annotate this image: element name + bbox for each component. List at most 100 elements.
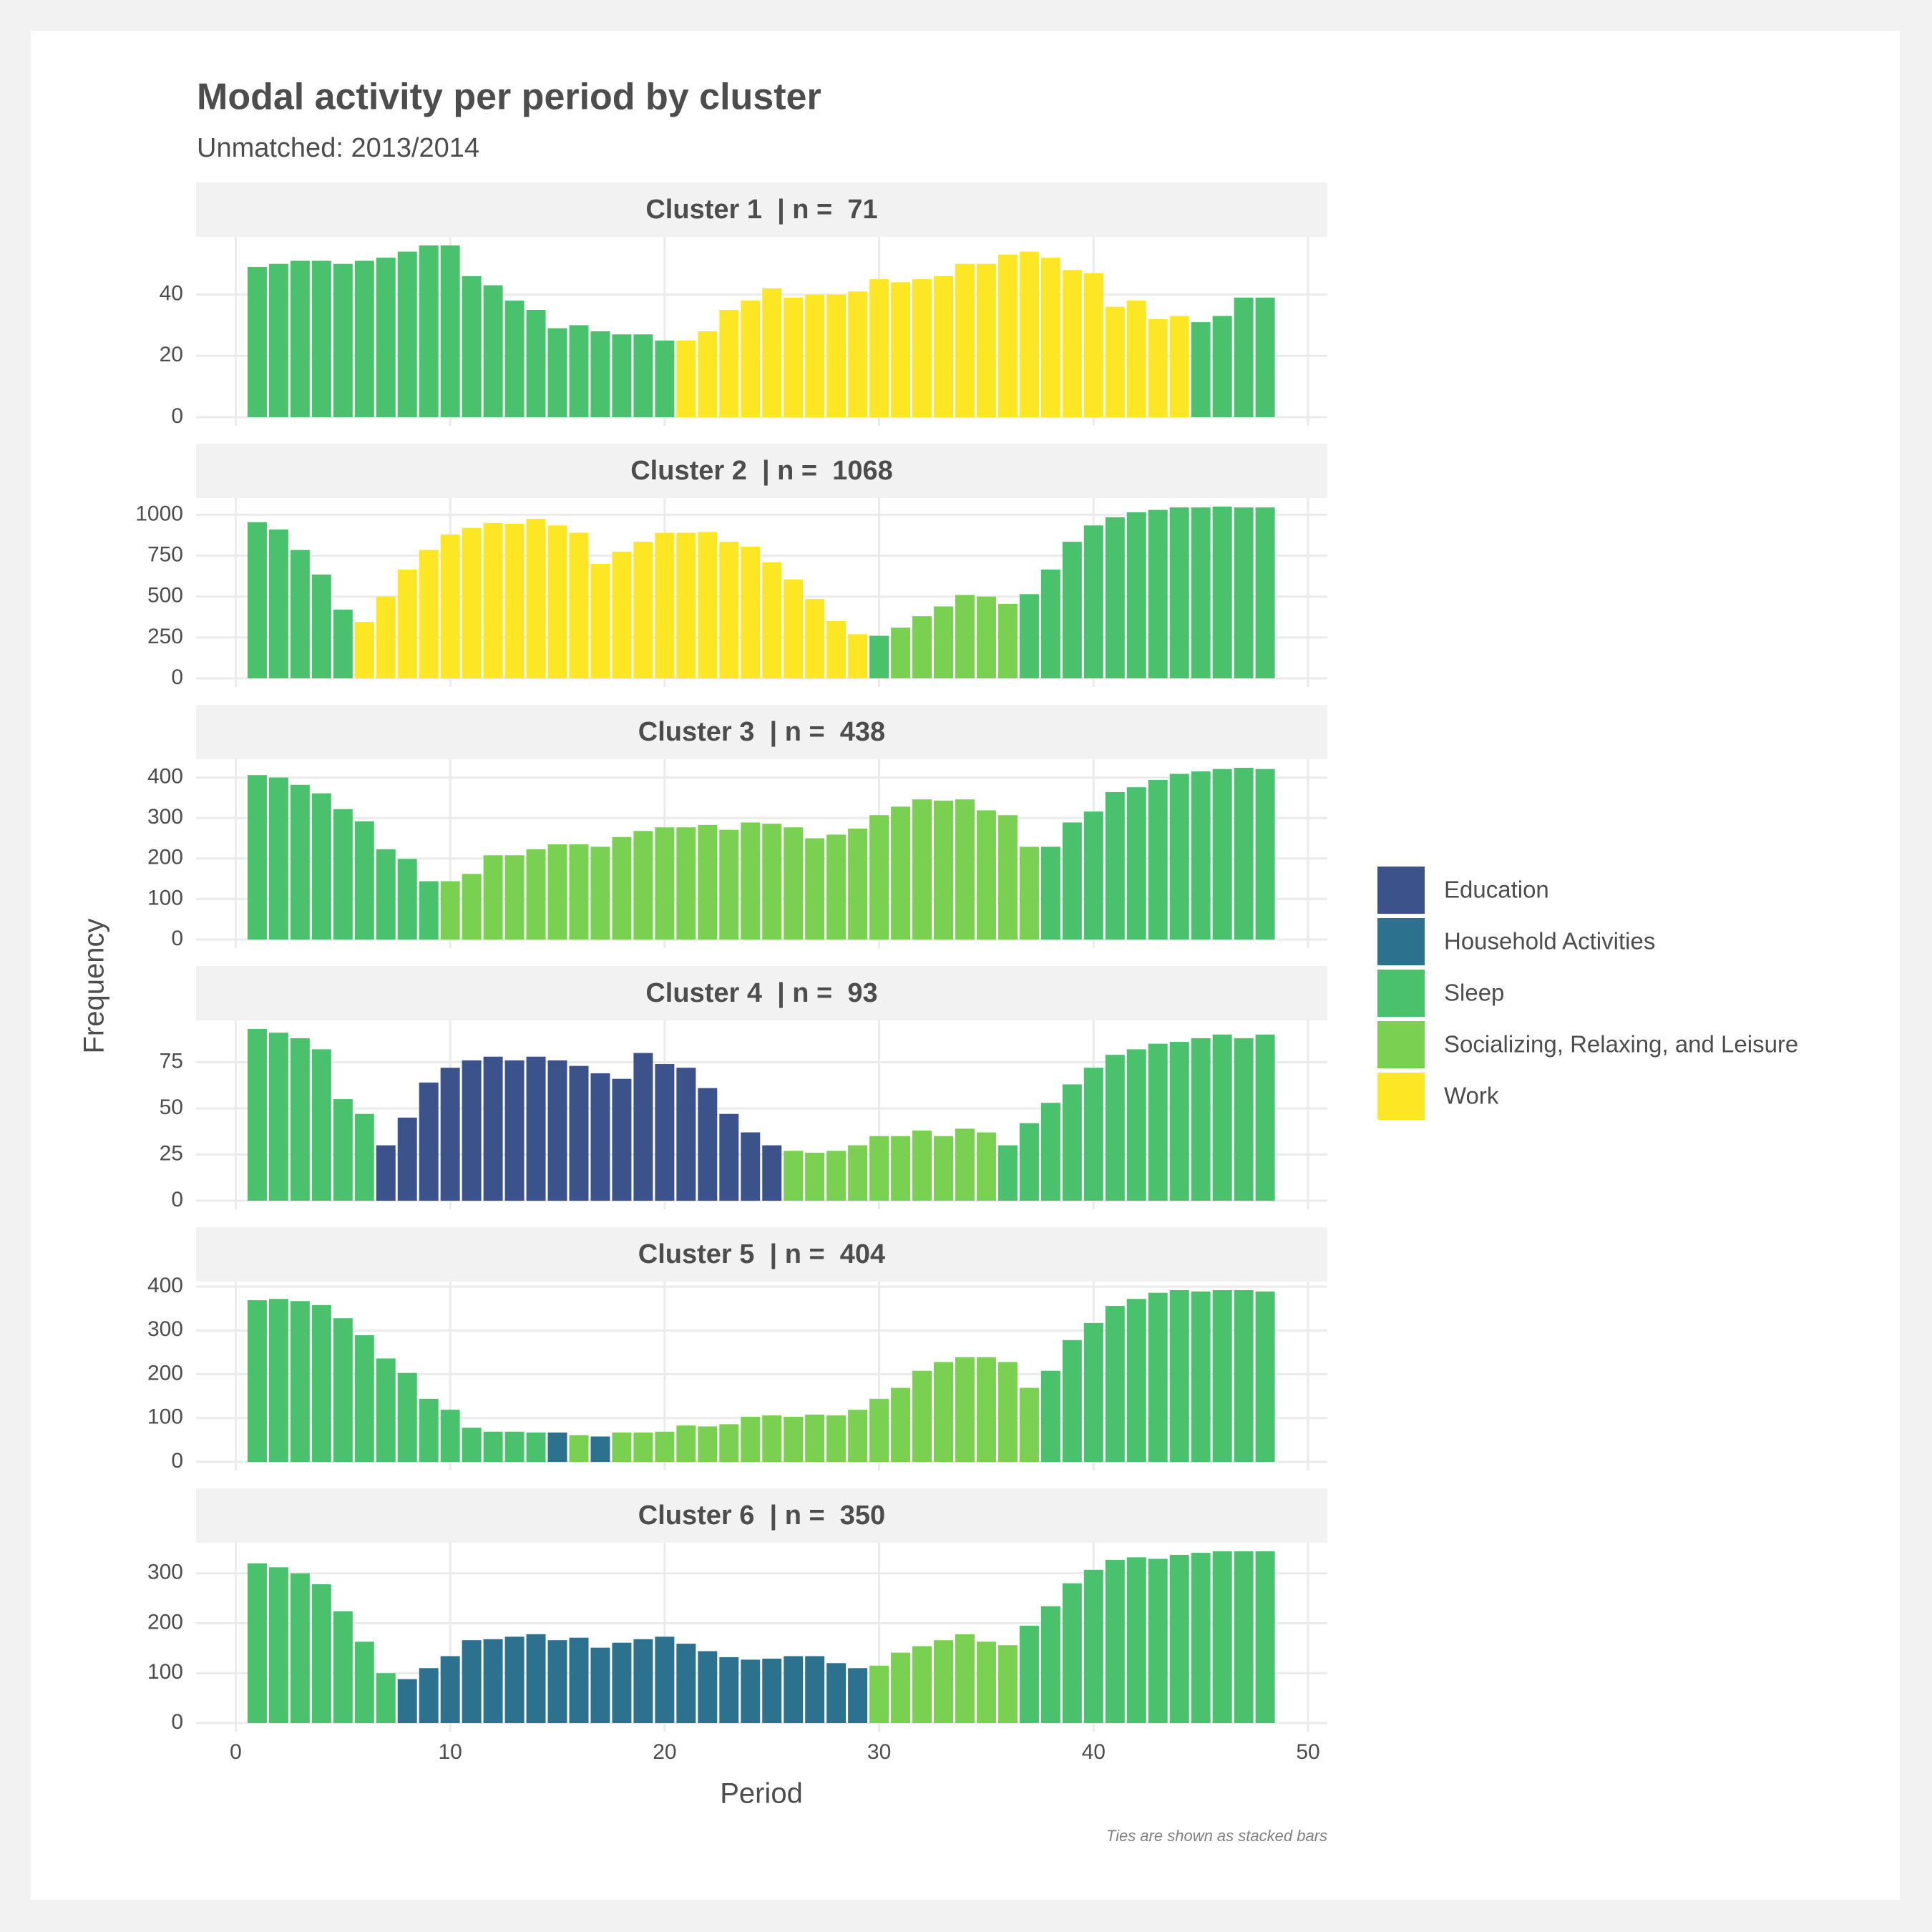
x-tick-label: 50 [1296, 1740, 1319, 1764]
bar [762, 1659, 782, 1723]
bar [440, 1410, 460, 1462]
bar [268, 263, 288, 417]
bar [1191, 771, 1211, 940]
bar [698, 1088, 718, 1201]
bar [1105, 1055, 1125, 1201]
bar [1212, 1034, 1232, 1201]
bar [912, 1646, 932, 1723]
bar [462, 1060, 482, 1201]
bar [419, 881, 439, 940]
bar [547, 328, 567, 417]
bar [1255, 1551, 1275, 1723]
bar [526, 519, 546, 678]
bar [311, 1049, 331, 1201]
bar [1212, 316, 1232, 417]
bar [741, 1132, 761, 1201]
bar [976, 1357, 996, 1462]
y-tick-label: 1000 [135, 502, 183, 525]
bar [1191, 1291, 1211, 1462]
bar [676, 340, 696, 417]
bar [1062, 1084, 1082, 1201]
bar [526, 1634, 546, 1723]
bar [1062, 822, 1082, 940]
bar [912, 279, 932, 417]
bar [805, 1152, 825, 1201]
bar [547, 844, 567, 940]
bar [483, 522, 503, 678]
bar [655, 827, 675, 940]
legend-label: Education [1444, 877, 1549, 903]
bar [1019, 594, 1039, 678]
bar [997, 1645, 1018, 1723]
legend-key [1377, 867, 1425, 914]
facet-title: Cluster 5 | n = 404 [638, 1239, 885, 1269]
bar [719, 310, 739, 417]
bar [1083, 1322, 1103, 1462]
bar [612, 334, 632, 417]
bar [526, 849, 546, 940]
bar [976, 1641, 996, 1723]
bar [1148, 318, 1168, 417]
bar [612, 1432, 632, 1462]
legend-key [1377, 1073, 1425, 1120]
bar [805, 1656, 825, 1723]
bar [826, 1663, 847, 1723]
bar [376, 1673, 396, 1723]
bar [1234, 1038, 1254, 1201]
bar [1169, 1290, 1189, 1462]
bar [268, 1033, 288, 1201]
bar [547, 1640, 567, 1723]
bar [504, 524, 525, 678]
bar [848, 634, 868, 678]
bar [1019, 1625, 1039, 1723]
bar [1191, 322, 1211, 417]
bar [934, 275, 953, 417]
bar [462, 1640, 482, 1723]
bar [1234, 507, 1254, 678]
bar [1234, 297, 1254, 417]
bar [354, 1113, 374, 1201]
bar [1255, 297, 1275, 417]
bar [1105, 1559, 1125, 1723]
bar [655, 1431, 675, 1462]
bar [547, 1060, 567, 1201]
bar [1040, 1103, 1060, 1201]
bar [311, 1584, 331, 1723]
x-tick-label: 20 [653, 1740, 676, 1764]
y-tick-label: 0 [171, 665, 183, 689]
y-tick-label: 0 [171, 1710, 183, 1734]
bar [826, 621, 847, 678]
facet-strip [196, 966, 1327, 1020]
y-tick-label: 100 [147, 886, 183, 909]
bar [1083, 1068, 1103, 1201]
bar [397, 859, 417, 940]
bar [569, 844, 589, 940]
bar [826, 834, 847, 940]
bar [504, 855, 525, 940]
bar [741, 301, 761, 417]
y-tick-label: 0 [171, 927, 183, 950]
bar [784, 579, 804, 678]
bar [590, 847, 610, 940]
bar [869, 1398, 889, 1462]
y-tick-label: 500 [147, 584, 183, 608]
bar [955, 595, 975, 678]
facet-strip [196, 1227, 1327, 1282]
bar [934, 1136, 953, 1201]
bar [397, 1679, 417, 1723]
bar [419, 1668, 439, 1723]
y-tick-label: 0 [171, 404, 183, 428]
bar [655, 1064, 675, 1201]
y-tick-label: 250 [147, 625, 183, 648]
bar [997, 254, 1018, 417]
bar [419, 1082, 439, 1201]
caption: Ties are shown as stacked bars [1106, 1827, 1327, 1845]
bar [633, 1053, 653, 1201]
bar [976, 596, 996, 678]
bar [1148, 509, 1168, 678]
bar [354, 821, 374, 940]
bar [869, 635, 889, 678]
bar [826, 1415, 847, 1462]
bar [397, 570, 417, 678]
